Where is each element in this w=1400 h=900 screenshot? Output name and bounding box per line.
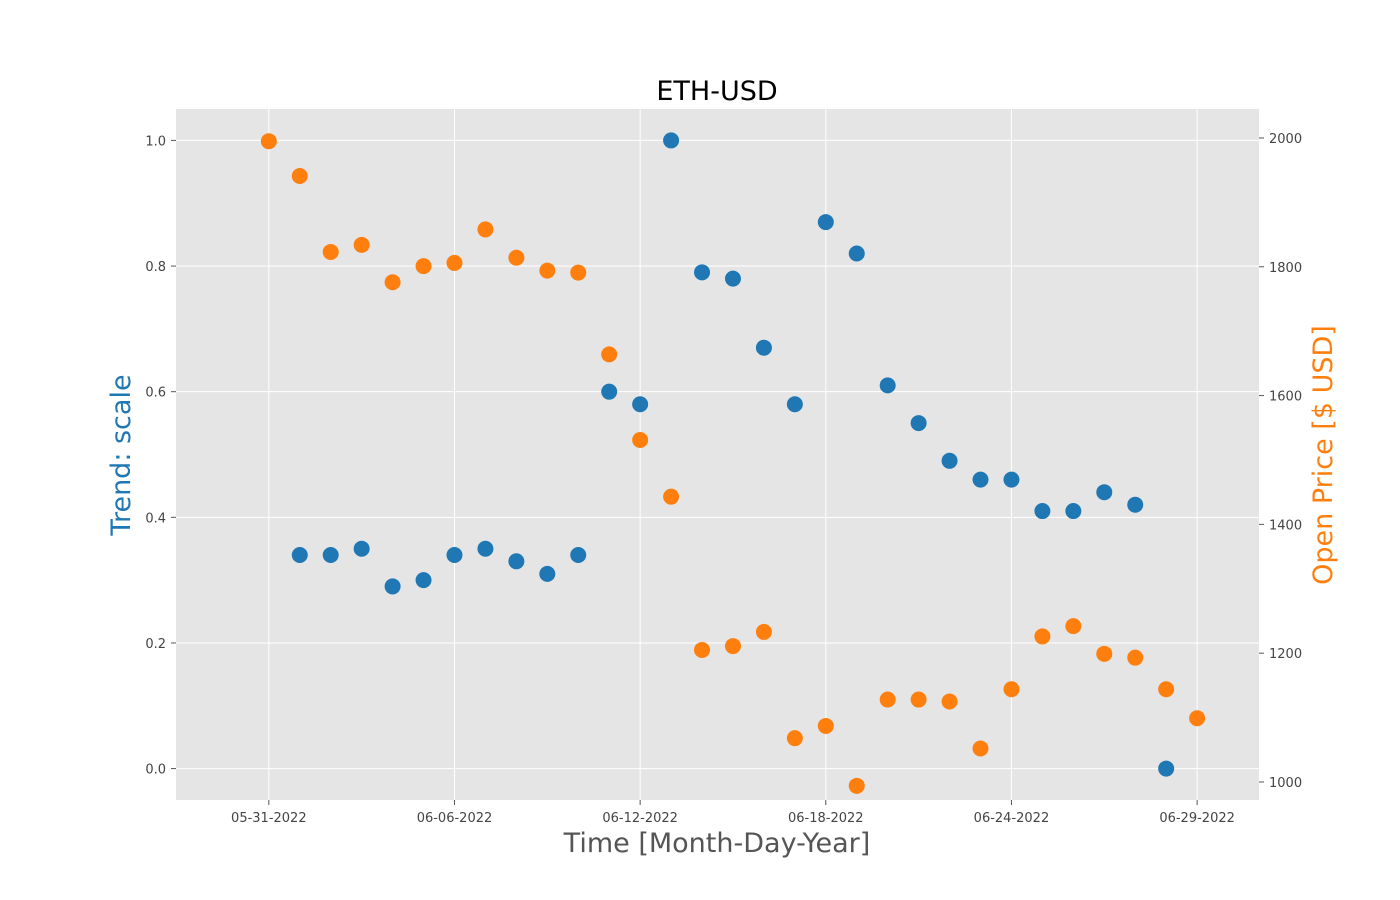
price-point — [322, 243, 339, 260]
trend-point — [570, 547, 587, 564]
x-tick-label: 06-06-2022 — [417, 811, 493, 826]
trend-point — [601, 383, 618, 400]
price-point — [477, 221, 494, 238]
price-point — [353, 236, 370, 253]
axis-ticks: 05-31-2022 06-06-2022 06-12-2022 06-18-2022… — [145, 132, 1302, 826]
trend-point — [910, 415, 927, 432]
price-point — [1096, 645, 1113, 662]
x-tick-label: 05-31-2022 — [231, 811, 307, 826]
price-point — [786, 730, 803, 747]
y-right-tick-label: 1600 — [1269, 390, 1302, 405]
price-point — [1189, 710, 1206, 727]
price-point — [1158, 681, 1175, 698]
trend-point — [1065, 503, 1082, 520]
price-point — [508, 249, 525, 266]
x-tick-label: 06-29-2022 — [1159, 811, 1235, 826]
price-point — [694, 641, 711, 658]
price-point — [446, 254, 463, 271]
price-point — [1065, 618, 1082, 635]
price-point — [941, 693, 958, 710]
trend-point — [817, 214, 834, 231]
price-point — [972, 740, 989, 757]
y-left-tick-label: 0.0 — [145, 763, 166, 778]
price-point — [755, 623, 772, 640]
y-axis-right-label: Open Price [$ USD] — [1308, 325, 1339, 585]
trend-point — [1127, 496, 1144, 513]
y-axis-left-label: Trend: scale — [106, 374, 137, 536]
price-point — [415, 258, 432, 275]
x-tick-label: 06-12-2022 — [602, 811, 678, 826]
chart-title: ETH-USD — [656, 76, 777, 107]
trend-point — [539, 565, 556, 582]
trend-point — [415, 572, 432, 589]
trend-point — [477, 540, 494, 557]
trend-point — [972, 471, 989, 488]
price-point — [570, 264, 587, 281]
trend-point — [848, 245, 865, 262]
trend-point — [1096, 484, 1113, 501]
y-left-tick-label: 0.6 — [145, 386, 166, 401]
trend-point — [1158, 760, 1175, 777]
trend-point — [724, 270, 741, 287]
grid-lines — [176, 109, 1259, 800]
x-tick-label: 06-24-2022 — [974, 811, 1050, 826]
trend-point — [322, 547, 339, 564]
trend-point — [786, 396, 803, 413]
trend-point — [291, 547, 308, 564]
trend-series — [291, 132, 1175, 777]
price-point — [910, 691, 927, 708]
price-point — [1003, 681, 1020, 698]
price-point — [879, 691, 896, 708]
y-right-tick-label: 1000 — [1269, 776, 1302, 791]
y-left-tick-label: 0.8 — [145, 260, 166, 275]
trend-point — [508, 553, 525, 570]
y-left-tick-label: 1.0 — [145, 134, 166, 149]
plot-background — [176, 109, 1259, 800]
trend-point — [353, 540, 370, 557]
price-point — [601, 346, 618, 363]
trend-point — [1034, 503, 1051, 520]
x-axis-label: Time [Month-Day-Year] — [563, 828, 871, 859]
price-point — [539, 262, 556, 279]
trend-point — [941, 452, 958, 469]
price-point — [724, 638, 741, 655]
trend-point — [384, 578, 401, 595]
price-point — [1034, 628, 1051, 645]
y-right-tick-label: 2000 — [1269, 132, 1302, 147]
price-point — [848, 777, 865, 794]
price-point — [1127, 649, 1144, 666]
y-right-tick-label: 1200 — [1269, 647, 1302, 662]
y-right-tick-label: 1400 — [1269, 518, 1302, 533]
y-left-tick-label: 0.4 — [145, 511, 166, 526]
x-tick-label: 06-18-2022 — [788, 811, 864, 826]
trend-point — [663, 132, 680, 149]
trend-point — [632, 396, 649, 413]
trend-point — [1003, 471, 1020, 488]
price-point — [291, 167, 308, 184]
price-point — [663, 488, 680, 505]
price-point — [817, 717, 834, 734]
y-right-tick-label: 1800 — [1269, 261, 1302, 276]
trend-point — [755, 339, 772, 356]
trend-point — [446, 547, 463, 564]
price-point — [632, 432, 649, 449]
trend-point — [694, 264, 711, 281]
trend-point — [879, 377, 896, 394]
price-point — [260, 133, 277, 150]
price-point — [384, 274, 401, 291]
y-left-tick-label: 0.2 — [145, 637, 166, 652]
price-series — [260, 133, 1206, 794]
